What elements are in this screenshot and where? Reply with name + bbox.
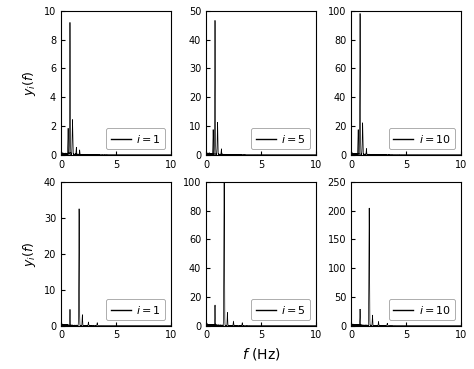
Legend: $i = 5$: $i = 5$ [251, 128, 310, 149]
Legend: $i = 1$: $i = 1$ [106, 128, 165, 149]
Legend: $i = 1$: $i = 1$ [106, 299, 165, 320]
Legend: $i = 10$: $i = 10$ [389, 128, 456, 149]
Y-axis label: $y_i(f)$: $y_i(f)$ [21, 241, 38, 266]
X-axis label: $f$ (Hz): $f$ (Hz) [242, 346, 280, 362]
Y-axis label: $y_i(f)$: $y_i(f)$ [21, 70, 38, 96]
Legend: $i = 10$: $i = 10$ [389, 299, 456, 320]
Legend: $i = 5$: $i = 5$ [251, 299, 310, 320]
